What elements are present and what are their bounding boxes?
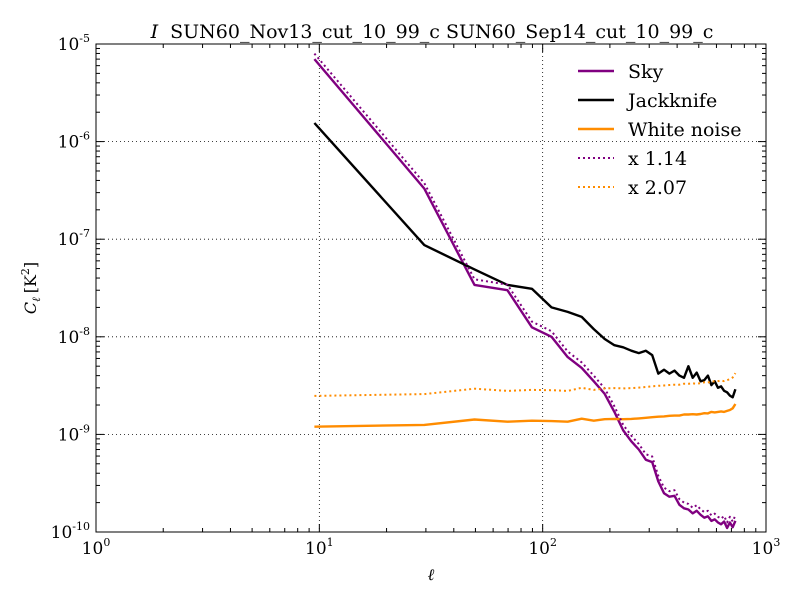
tick-exponent: 1 — [327, 536, 334, 549]
x-tick-label: 101 — [305, 536, 334, 559]
x-tick-label: 103 — [752, 536, 781, 559]
series-line-sky — [313, 58, 737, 530]
chart-title: I SUN60_Nov13_cut_10_99_c SUN60_Sep14_cu… — [150, 21, 714, 43]
legend-label: Jackknife — [626, 90, 717, 112]
tick-base: 10 — [528, 539, 550, 559]
grid-lines — [96, 44, 766, 532]
tick-exponent: -8 — [79, 325, 90, 338]
series-line-jackknife — [313, 122, 737, 399]
y-label-symbol: C — [21, 302, 40, 314]
tick-marks — [95, 44, 766, 533]
y-tick-label: 10-6 — [58, 130, 90, 153]
y-label-unit: [K — [21, 274, 40, 293]
tick-exponent: -7 — [79, 227, 90, 240]
tick-base: 10 — [305, 539, 327, 559]
tick-exponent: -9 — [79, 422, 90, 435]
title-prefix: I — [150, 21, 159, 43]
legend-label: White noise — [628, 119, 742, 141]
legend-label: x 2.07 — [628, 177, 687, 199]
title-text: SUN60_Nov13_cut_10_99_c SUN60_Sep14_cut_… — [170, 21, 713, 43]
tick-base: 10 — [58, 328, 80, 348]
tick-exponent: -10 — [72, 520, 90, 533]
tick-base: 10 — [58, 133, 80, 153]
tick-exponent: -6 — [79, 130, 90, 143]
tick-base: 10 — [58, 35, 80, 55]
tick-base: 10 — [58, 230, 80, 250]
y-label-subscript: ℓ — [30, 297, 43, 302]
legend-label: x 1.14 — [628, 148, 687, 170]
tick-exponent: 3 — [773, 536, 780, 549]
series-line-x-1-14 — [313, 52, 737, 524]
tick-base: 10 — [82, 539, 104, 559]
x-axis-label: ℓ — [428, 565, 435, 584]
series-group — [313, 52, 737, 530]
series-line-white-noise — [314, 403, 737, 428]
y-axis-label: Cℓ [K2] — [19, 262, 43, 314]
y-label-unit-exp: 2 — [19, 268, 32, 275]
tick-base: 10 — [752, 539, 774, 559]
y-tick-label: 10-8 — [58, 325, 90, 348]
tick-exponent: -5 — [79, 32, 90, 45]
tick-base: 10 — [58, 425, 80, 445]
y-tick-label: 10-7 — [58, 227, 90, 250]
x-tick-label: 100 — [82, 536, 111, 559]
plot-area — [96, 44, 766, 532]
y-tick-label: 10-10 — [51, 520, 90, 543]
series-line-x-2-07 — [314, 372, 737, 397]
tick-exponent: 2 — [550, 536, 557, 549]
y-tick-label: 10-9 — [58, 422, 90, 445]
legend-label: Sky — [628, 61, 664, 83]
legend: Sky Jackknife White noise x 1.14 x 2.07 — [578, 61, 742, 199]
x-tick-label: 102 — [528, 536, 557, 559]
y-tick-label: 10-5 — [58, 32, 90, 55]
plot-frame — [95, 43, 767, 533]
tick-exponent: 0 — [103, 536, 110, 549]
y-label-unit-close: ] — [21, 262, 40, 268]
tick-base: 10 — [51, 523, 73, 543]
